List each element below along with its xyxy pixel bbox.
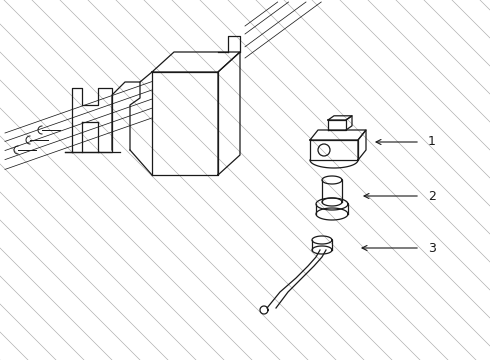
Text: 2: 2	[428, 189, 436, 202]
Text: 1: 1	[428, 135, 436, 148]
Text: 3: 3	[428, 242, 436, 255]
